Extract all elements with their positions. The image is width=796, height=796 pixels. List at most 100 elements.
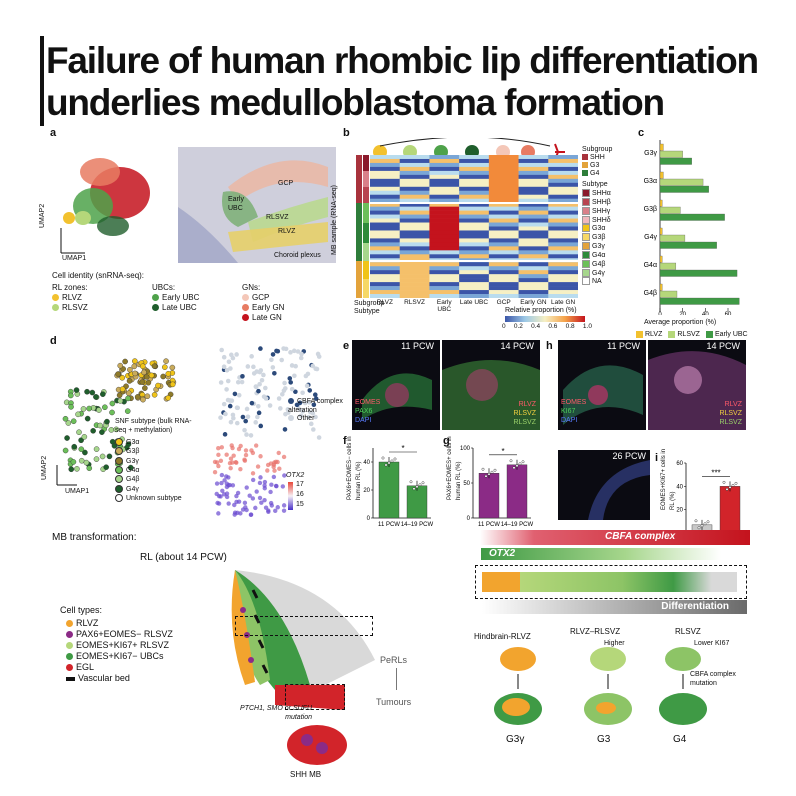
panel-d-cbfa-legend: CBFA complex alteration Other — [288, 398, 348, 424]
umap-point — [281, 508, 287, 513]
umap-point — [268, 500, 274, 506]
data-point — [509, 459, 513, 463]
heatmap-cell — [370, 166, 401, 172]
cell-type-label: EGL — [76, 662, 95, 672]
swatch-icon — [582, 242, 590, 251]
e-time-1: 11 PCW — [401, 341, 434, 351]
panel-i-label: i — [655, 452, 659, 464]
legend-item-label: RLVZ — [62, 293, 82, 302]
heatmap-cell — [370, 214, 401, 219]
legend-dot-icon — [115, 447, 123, 456]
bar — [659, 262, 677, 270]
legend-dot-icon — [152, 304, 159, 312]
heatmap-cell — [548, 270, 578, 275]
snf-legend-item: G3γ — [115, 456, 195, 466]
heatmap-cell — [459, 178, 490, 184]
heatmap-cell — [459, 286, 490, 291]
heatmap-cell — [370, 178, 401, 184]
panel-c-legend: RLVZ RLSVZ Early UBC — [636, 330, 748, 339]
data-point — [381, 456, 385, 460]
panel-c-xlabel: Average proportion (%) — [644, 319, 717, 326]
heatmap-cell — [399, 266, 430, 271]
umap-point — [262, 497, 267, 503]
panel-g-chart: 0 50 100 11 PCW 14–19 PCW * — [460, 446, 534, 528]
umap-point — [263, 396, 269, 401]
snf-legend-item: G4α — [115, 466, 195, 475]
umap-point — [282, 380, 287, 386]
heatmap-cell — [459, 158, 490, 164]
heatmap-cell — [548, 190, 578, 196]
heatmap-cell — [399, 158, 430, 164]
umap-point — [303, 373, 309, 379]
data-point — [697, 526, 701, 530]
heatmap-cell — [429, 274, 460, 279]
legend-dot-icon — [52, 294, 59, 302]
heatmap-cell — [429, 262, 460, 267]
subtype-label: G4β — [592, 260, 606, 268]
scale-tick: 0.2 — [513, 323, 523, 330]
umap-point — [282, 473, 287, 478]
umap-point — [258, 454, 263, 459]
heatmap-cell — [459, 202, 490, 207]
row-label-subtype: Subtype — [354, 308, 380, 315]
heatmap-cell — [488, 182, 519, 188]
umap-point — [64, 435, 70, 441]
heatmap-cell — [370, 194, 401, 199]
data-point — [415, 485, 419, 489]
umap-point — [257, 495, 263, 501]
hist-gcp: GCP — [278, 180, 294, 187]
data-point — [493, 468, 497, 472]
umap-point — [103, 464, 109, 470]
heatmap-cell — [518, 250, 549, 255]
legend-dot-icon — [288, 398, 294, 405]
bottom-heading: MB transformation: — [52, 532, 137, 543]
cell-type-icon — [66, 676, 75, 681]
heatmap-cell — [548, 206, 578, 211]
umap-point — [233, 460, 238, 465]
umap-point — [281, 503, 287, 508]
heatmap-cell — [459, 170, 490, 176]
umap-point — [214, 460, 220, 465]
heatmap-cell — [370, 190, 401, 196]
heatmap-cell — [399, 186, 430, 192]
legend-label: G4β — [126, 476, 140, 484]
umap-point — [78, 446, 85, 452]
heatmap-cell — [488, 162, 519, 168]
heatmap-column-label: RLSVZ — [404, 299, 426, 306]
umap-point — [243, 452, 249, 458]
heatmap-cell — [488, 262, 519, 267]
umap-point — [78, 457, 85, 464]
heatmap-cell — [429, 290, 460, 295]
differentiation-strip-box — [475, 565, 747, 599]
heatmap-cell — [370, 274, 401, 279]
umap-point — [244, 406, 250, 412]
hist-early-ubc: Early UBC — [228, 196, 244, 212]
h-time-1: 11 PCW — [607, 341, 640, 351]
panel-b-legend: Subgroup SHH G3 G4 Subtype SHHα SHHβ SHHγ SHHδ G3… — [582, 146, 632, 286]
tumour-clusters — [494, 647, 707, 725]
legend-dot-icon — [242, 314, 249, 322]
data-point — [409, 480, 413, 484]
swatch-icon — [582, 189, 590, 197]
heatmap-cell — [370, 242, 401, 247]
heatmap-cell — [459, 246, 490, 251]
data-point — [703, 522, 707, 526]
data-point — [518, 462, 522, 466]
umap-point — [274, 483, 279, 489]
h-zone-3: RLSVZ — [719, 419, 742, 426]
heatmap-cell — [548, 278, 578, 283]
umap-point — [289, 386, 295, 392]
umap-point — [90, 427, 96, 434]
umap-point — [271, 462, 277, 467]
data-point — [731, 483, 735, 487]
heatmap-cell — [459, 214, 490, 219]
subgroup-label: G3 — [590, 162, 600, 169]
heatmap-cell — [488, 290, 519, 295]
cell-type-icon — [66, 631, 73, 639]
heatmap-cell — [370, 186, 401, 192]
umap-point — [104, 418, 110, 425]
data-point — [412, 487, 416, 491]
legend-label: G3α — [126, 438, 140, 446]
umap-point — [81, 434, 88, 440]
umap-point — [230, 445, 235, 451]
